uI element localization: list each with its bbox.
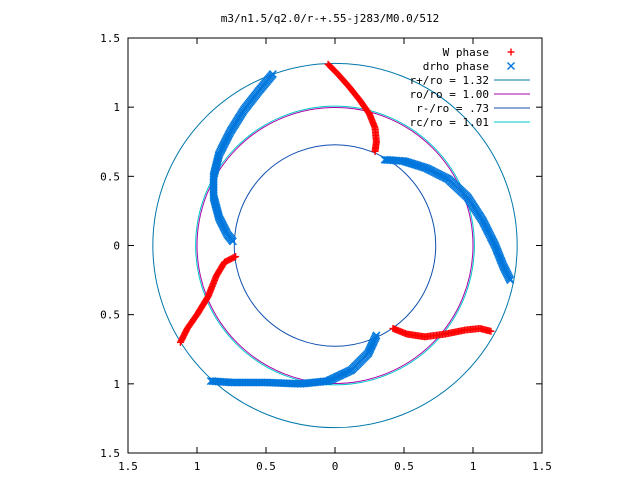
circle-ro-ro-1-00	[196, 107, 474, 384]
x-tick-label: 1.5	[532, 460, 552, 473]
legend-label: r+/ro = 1.32	[410, 74, 489, 87]
legend-label: W phase	[443, 46, 489, 59]
y-tick-label: 0	[113, 240, 120, 253]
w-phase-points	[389, 325, 495, 341]
legend-swatch	[507, 62, 515, 70]
legend-label: rc/ro = 1.01	[410, 116, 489, 129]
drho-phase-points	[209, 69, 277, 246]
legend-swatch	[507, 48, 515, 56]
legend-label: ro/ro = 1.00	[410, 88, 489, 101]
drho-phase-points	[206, 331, 381, 388]
y-tick-label: 1.5	[100, 32, 120, 45]
y-tick-label: 0.5	[100, 170, 120, 183]
circle-r-ro-1-32	[152, 62, 518, 429]
x-tick-label: 0.5	[394, 460, 414, 473]
w-phase-points	[176, 253, 240, 346]
chart-title: m3/n1.5/q2.0/r-+.55-j283/M0.0/512	[221, 12, 440, 25]
x-tick-label: 0	[332, 460, 339, 473]
drho-phase-points	[380, 155, 515, 285]
x-tick-label: 0.5	[256, 460, 276, 473]
w-phase-points	[324, 60, 380, 155]
y-tick-label: 1	[113, 378, 120, 391]
legend-label: r-/ro = .73	[416, 102, 489, 115]
y-tick-label: 0.5	[100, 309, 120, 322]
plot-area	[152, 60, 518, 429]
x-tick-label: 1	[470, 460, 477, 473]
circle-r-ro-73	[233, 144, 437, 347]
y-tick-label: 1.5	[100, 447, 120, 460]
x-tick-label: 1.5	[118, 460, 138, 473]
circle-rc-ro-1-01	[195, 105, 475, 386]
x-tick-label: 1	[194, 460, 201, 473]
legend-label: drho phase	[423, 60, 489, 73]
y-tick-label: 1	[113, 101, 120, 114]
